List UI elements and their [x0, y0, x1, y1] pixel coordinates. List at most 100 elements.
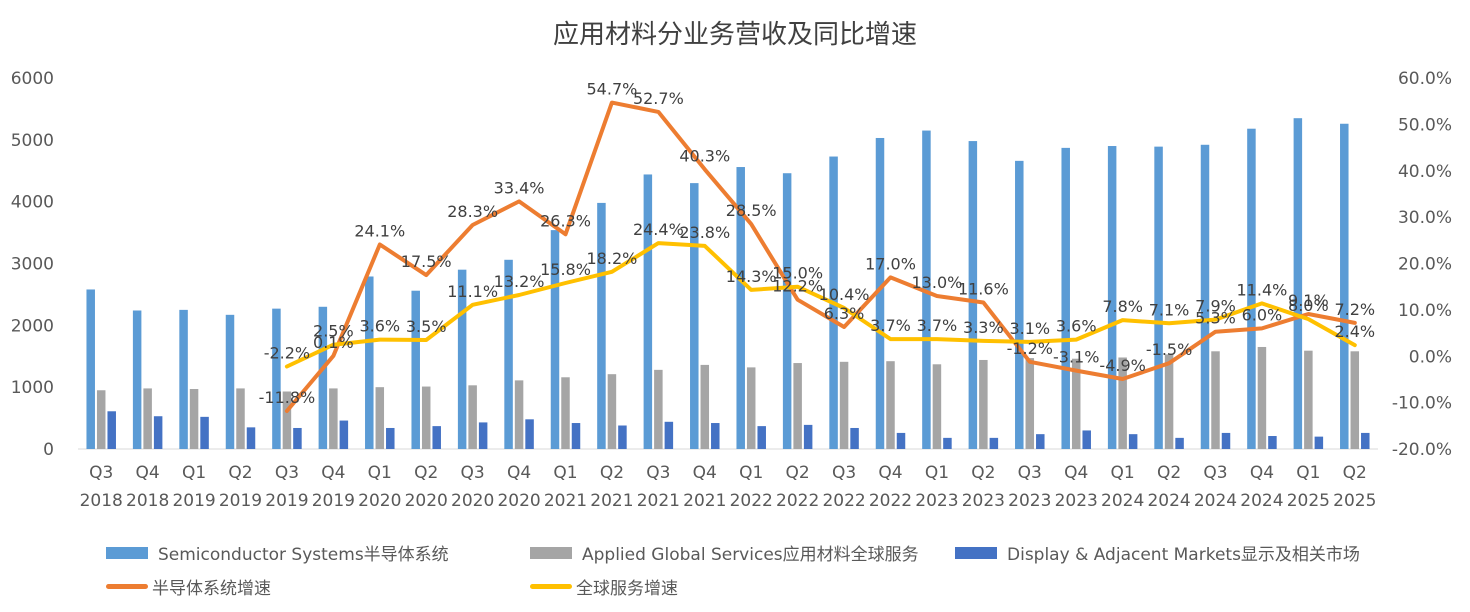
bar-services [96, 390, 106, 449]
bar-display [1314, 436, 1324, 449]
data-label-services-growth: 14.3% [726, 267, 777, 286]
bar-display [107, 411, 116, 449]
data-label-services-growth: 23.8% [679, 223, 730, 242]
legend-swatch-semiconductor [106, 546, 148, 559]
y-left-tick-label: 5000 [11, 131, 54, 151]
bar-display [896, 432, 906, 449]
bar-services [746, 367, 756, 449]
bar-semiconductor [86, 289, 95, 449]
data-label-services-growth: 3.6% [1056, 317, 1097, 336]
data-label-services-growth: 15.8% [540, 260, 591, 279]
bar-semiconductor [782, 173, 792, 449]
legend-label-display: Display & Adjacent Markets显示及相关市场 [1007, 545, 1360, 565]
legend: Semiconductor Systems半导体系统 Applied Globa… [0, 532, 1470, 606]
data-label-semi-growth: 40.3% [679, 146, 730, 165]
bar-display [664, 421, 674, 449]
bar-semiconductor [504, 259, 513, 449]
y-left-tick-label: 6000 [11, 69, 54, 89]
x-tick-label: Q4 2024 [1240, 463, 1283, 511]
legend-swatch-services [530, 546, 572, 559]
bar-display [1268, 436, 1277, 449]
y-right-tick-label: 60.0% [1398, 69, 1452, 89]
bar-services [700, 364, 710, 449]
x-tick-label: Q3 2022 [822, 463, 865, 511]
data-label-semi-growth: 7.2% [1334, 300, 1375, 319]
data-label-services-growth: 10.4% [819, 285, 870, 304]
bar-display [943, 437, 952, 449]
bar-services [839, 361, 849, 449]
bar-services [1025, 358, 1035, 449]
y-left-tick-label: 1000 [11, 378, 54, 398]
line-semiconductor-growth [284, 100, 1357, 413]
bar-services [329, 388, 338, 449]
data-label-semi-growth: -3.1% [1053, 348, 1099, 367]
line-series [284, 100, 1357, 413]
bar-display [571, 423, 581, 449]
data-label-services-growth: -2.2% [264, 343, 310, 362]
legend-item-services-growth: 全球服务增速 [530, 574, 678, 599]
x-tick-label: Q4 2018 [126, 463, 169, 511]
x-tick-label: Q1 2020 [358, 463, 401, 511]
bar-services [793, 363, 802, 449]
bar-display [803, 424, 813, 449]
x-tick-label: Q4 2019 [312, 463, 355, 511]
bar-series [86, 118, 1370, 450]
x-tick-label: Q2 2019 [219, 463, 262, 511]
legend-swatch-services-growth [530, 584, 572, 589]
legend-label-semi-growth: 半导体系统增速 [152, 579, 271, 599]
data-label-semi-growth: 5.3% [1195, 309, 1236, 328]
data-label-semi-growth: 13.0% [912, 273, 963, 292]
bar-display [293, 427, 302, 449]
x-tick-label: Q2 2023 [962, 463, 1005, 511]
data-label-semi-growth: 33.4% [494, 178, 545, 197]
bar-semiconductor [132, 310, 142, 449]
bar-services [189, 389, 199, 449]
bar-semiconductor [1061, 147, 1070, 449]
x-tick-label: Q2 2025 [1333, 463, 1376, 511]
data-label-services-growth: 24.4% [633, 220, 684, 239]
data-label-semi-growth: 17.0% [865, 254, 916, 273]
bar-semiconductor [550, 230, 560, 449]
x-tick-label: Q3 2021 [637, 463, 680, 511]
data-label-semi-growth: 6.3% [824, 304, 865, 323]
bar-semiconductor [1200, 144, 1210, 449]
bar-services [514, 380, 524, 449]
bar-services [1211, 351, 1220, 449]
data-label-semi-growth: -4.9% [1099, 356, 1145, 375]
data-label-services-growth: 11.1% [447, 282, 498, 301]
y-left-tick-label: 2000 [11, 316, 54, 336]
legend-item-semiconductor-growth: 半导体系统增速 [106, 574, 271, 599]
bar-semiconductor [1293, 118, 1303, 450]
bar-display [1221, 432, 1231, 449]
x-tick-label: Q4 2020 [497, 463, 540, 511]
x-tick-label: Q1 2024 [1101, 463, 1144, 511]
bar-display [1175, 437, 1184, 449]
bar-semiconductor [690, 183, 699, 449]
bar-semiconductor [875, 137, 885, 449]
data-label-semi-growth: -1.2% [1007, 339, 1053, 358]
data-label-services-growth: 3.1% [1009, 319, 1050, 338]
data-label-services-growth: 13.2% [494, 272, 545, 291]
legend-item-display-markets: Display & Adjacent Markets显示及相关市场 [955, 540, 1360, 565]
y-right-tick-label: 30.0% [1398, 208, 1452, 228]
bar-services [1164, 354, 1174, 449]
y-right-tick-label: -20.0% [1392, 440, 1452, 460]
y-left-tick-label: 0 [43, 440, 54, 460]
bar-services [607, 374, 617, 449]
bar-services [1118, 357, 1127, 449]
line-services-growth [284, 241, 1357, 369]
data-label-semi-growth: 17.5% [401, 252, 452, 271]
data-label-semi-growth: 0.1% [313, 333, 354, 352]
bar-services [1071, 358, 1081, 449]
bar-display [200, 416, 209, 449]
y-right-tick-label: 0.0% [1409, 347, 1452, 367]
data-label-services-growth: 7.9% [1195, 297, 1236, 316]
data-label-semi-growth: 52.7% [633, 89, 684, 108]
data-label-services-growth: 3.7% [870, 316, 911, 335]
x-tick-label: Q4 2022 [869, 463, 912, 511]
x-tick-label: Q2 2024 [1147, 463, 1190, 511]
y-left-tick-label: 4000 [11, 193, 54, 213]
bar-semiconductor [643, 174, 653, 449]
bar-display [1128, 434, 1138, 449]
data-label-services-growth: 3.5% [406, 317, 447, 336]
